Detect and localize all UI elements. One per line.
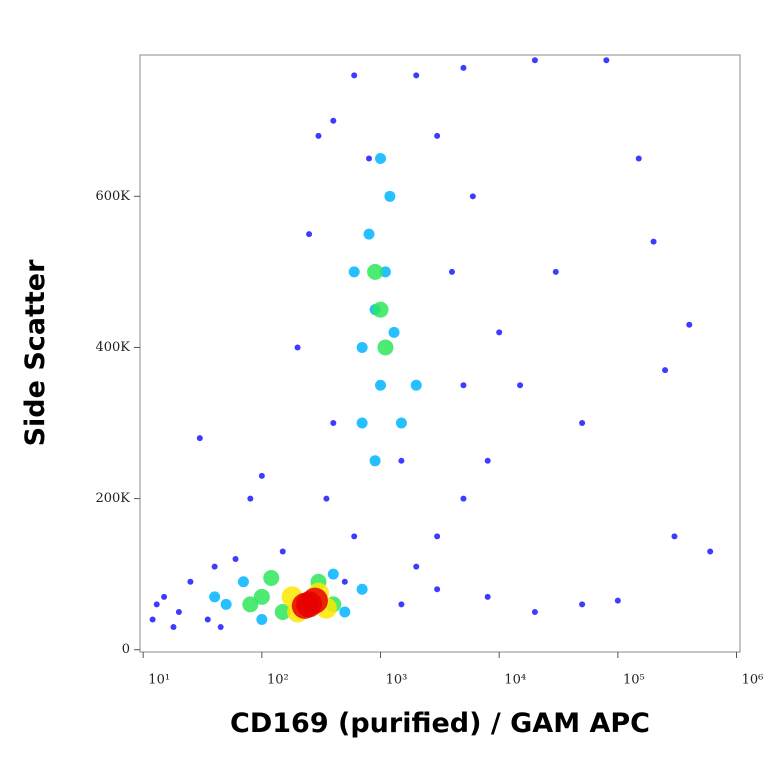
density-point	[398, 457, 405, 464]
y-tick-label: 600K	[95, 189, 130, 204]
y-tick-label: 200K	[95, 491, 130, 506]
density-point	[161, 593, 168, 600]
density-point	[217, 624, 224, 631]
density-point	[341, 578, 348, 585]
density-point	[356, 417, 368, 429]
density-point	[469, 193, 476, 200]
density-point	[294, 344, 301, 351]
density-point	[149, 616, 156, 623]
density-point	[363, 228, 375, 240]
density-point	[204, 616, 211, 623]
density-point	[279, 548, 286, 555]
y-tick-label: 400K	[95, 340, 130, 355]
density-point	[330, 117, 337, 124]
density-point	[330, 420, 337, 427]
density-point	[366, 155, 373, 162]
density-point	[187, 578, 194, 585]
density-point	[175, 608, 182, 615]
density-point	[263, 569, 280, 586]
density-point	[170, 624, 177, 631]
x-tick-label: 10⁶	[742, 673, 764, 688]
density-point	[496, 329, 503, 336]
density-point	[398, 601, 405, 608]
density-point	[153, 601, 160, 608]
density-point	[256, 614, 268, 626]
density-point	[384, 190, 396, 202]
density-point	[306, 231, 313, 238]
density-point	[348, 266, 360, 278]
density-point	[232, 556, 239, 563]
density-point	[274, 603, 291, 620]
density-point	[242, 596, 259, 613]
density-point	[531, 57, 538, 64]
x-axis-title: CD169 (purified) / GAM APC	[230, 708, 650, 739]
density-point	[377, 339, 394, 356]
density-point	[220, 598, 232, 610]
density-point	[395, 417, 407, 429]
density-point	[247, 495, 254, 502]
density-point	[460, 382, 467, 389]
density-point	[410, 379, 422, 391]
density-point	[579, 601, 586, 608]
density-point	[413, 563, 420, 570]
density-point	[434, 586, 441, 593]
density-point	[375, 153, 387, 165]
density-point	[209, 591, 221, 603]
x-tick-label: 10²	[267, 673, 289, 688]
density-point	[258, 472, 265, 479]
density-point	[372, 301, 389, 318]
density-point	[323, 495, 330, 502]
density-point	[253, 588, 270, 605]
density-point	[579, 420, 586, 427]
density-point	[707, 548, 714, 555]
density-point	[356, 583, 368, 595]
density-point	[196, 435, 203, 442]
density-point	[603, 57, 610, 64]
density-point	[650, 238, 657, 245]
density-point	[484, 593, 491, 600]
density-point	[662, 367, 669, 374]
plot-frame	[139, 54, 741, 653]
density-point	[375, 379, 387, 391]
density-point	[356, 341, 368, 353]
density-point	[237, 576, 249, 588]
density-point	[339, 606, 351, 618]
x-tick-label: 10⁴	[504, 673, 526, 688]
density-point	[434, 132, 441, 139]
y-tick-label: 0	[122, 642, 130, 657]
density-point	[315, 132, 322, 139]
x-tick-label: 10¹	[148, 673, 170, 688]
density-point	[367, 263, 384, 280]
density-point	[388, 326, 400, 338]
density-point	[434, 533, 441, 540]
density-point	[614, 597, 621, 604]
y-axis-title: Side Scatter	[20, 259, 51, 447]
density-point	[517, 382, 524, 389]
density-point	[635, 155, 642, 162]
density-point	[448, 268, 455, 275]
density-point	[460, 495, 467, 502]
x-tick-label: 10⁵	[623, 673, 645, 688]
density-point	[413, 72, 420, 79]
x-tick-label: 10³	[386, 673, 408, 688]
density-point	[211, 563, 218, 570]
density-point	[552, 268, 559, 275]
density-point	[686, 321, 693, 328]
density-point	[369, 455, 381, 467]
density-point	[484, 457, 491, 464]
density-point	[531, 608, 538, 615]
density-point	[351, 72, 358, 79]
density-point	[460, 64, 467, 71]
density-point	[291, 592, 318, 619]
density-point	[351, 533, 358, 540]
density-point	[327, 568, 339, 580]
density-point	[379, 266, 391, 278]
density-point	[671, 533, 678, 540]
